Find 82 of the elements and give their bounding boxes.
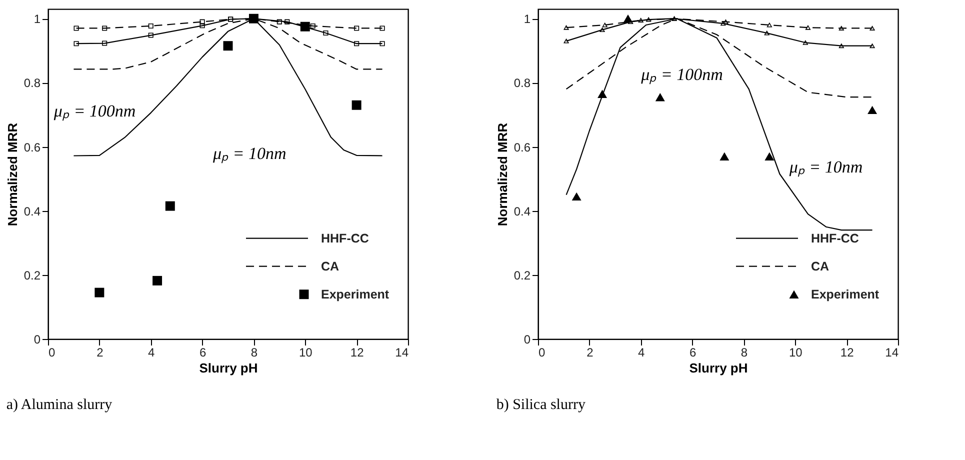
- x-tick-label: 0: [538, 346, 546, 360]
- point: [870, 44, 875, 48]
- point: [623, 14, 633, 23]
- point: [646, 17, 652, 22]
- x-tick-label: 2: [96, 346, 104, 360]
- point: [74, 26, 79, 31]
- point: [655, 93, 665, 102]
- x-tick-label: 2: [586, 346, 594, 360]
- x-tick-label: 14: [395, 346, 409, 360]
- point: [868, 106, 878, 114]
- y-tick-label: 0.2: [24, 268, 41, 282]
- y-tick-label: 0.8: [514, 76, 531, 90]
- x-tick-label: 8: [250, 346, 258, 360]
- legend-label: CA: [321, 259, 340, 274]
- point: [564, 25, 569, 30]
- y-tick-label: 1: [34, 12, 41, 26]
- point: [74, 41, 79, 46]
- point: [766, 22, 772, 28]
- text: b) Silica slurry: [496, 397, 586, 413]
- y-tick-label: 0.4: [514, 204, 531, 218]
- point: [602, 22, 608, 28]
- y-tick-label: 1: [524, 12, 531, 26]
- legend-label: Experiment: [811, 287, 880, 302]
- point: [354, 41, 360, 46]
- point: [248, 14, 258, 24]
- point: [102, 26, 108, 31]
- point: [572, 192, 582, 201]
- legend-label: CA: [811, 259, 830, 274]
- point: [870, 26, 875, 30]
- point: [200, 19, 205, 24]
- point: [380, 41, 385, 46]
- point: [598, 90, 608, 98]
- y-tick-label: 0: [524, 332, 531, 346]
- x-tick-label: 6: [199, 346, 206, 360]
- legend-label: HHF-CC: [321, 231, 369, 246]
- y-axis-title: Normalized MRR: [4, 122, 20, 226]
- point: [310, 23, 316, 29]
- x-tick-label: 4: [638, 346, 646, 360]
- point: [600, 28, 605, 32]
- point: [323, 30, 328, 36]
- y-tick-label: 0.6: [24, 140, 41, 154]
- x-tick-label: 6: [689, 346, 696, 360]
- point: [802, 40, 808, 45]
- x-tick-label: 0: [48, 346, 56, 360]
- point: [102, 40, 108, 46]
- point: [284, 19, 290, 24]
- point: [148, 32, 154, 38]
- point: [838, 26, 844, 30]
- point: [276, 19, 282, 24]
- y-tick-label: 0.2: [514, 268, 531, 282]
- y-axis-title: Normalized MRR: [494, 122, 510, 226]
- annotation: μₚ = 100nm: [640, 65, 723, 85]
- annotation: μₚ = 10nm: [788, 157, 863, 178]
- point: [805, 25, 811, 30]
- point: [764, 152, 774, 160]
- point: [200, 23, 205, 28]
- x-tick-label: 8: [740, 346, 748, 360]
- y-tick-label: 0.6: [514, 140, 531, 154]
- x-tick-label: 10: [298, 346, 313, 360]
- x-tick-label: 12: [840, 346, 854, 360]
- x-tick-label: 4: [148, 346, 156, 360]
- point: [638, 18, 644, 22]
- point: [564, 38, 569, 44]
- x-axis-title: Slurry pH: [199, 360, 258, 376]
- y-tick-label: 0: [34, 332, 41, 346]
- x-axis-title: Slurry pH: [689, 360, 748, 376]
- point: [838, 44, 844, 48]
- point: [764, 30, 770, 36]
- y-tick-label: 0.8: [24, 76, 41, 90]
- point: [720, 21, 726, 26]
- legend-label: HHF-CC: [811, 231, 859, 246]
- x-tick-label: 10: [788, 346, 803, 360]
- x-tick-label: 12: [350, 346, 364, 360]
- annotation: μₚ = 100nm: [52, 101, 136, 122]
- point: [148, 23, 154, 29]
- point: [354, 26, 360, 31]
- y-tick-label: 0.4: [24, 204, 41, 218]
- x-tick-label: 14: [885, 346, 899, 360]
- text: a) Alumina slurry: [6, 397, 113, 413]
- point: [720, 152, 730, 160]
- annotation: μₚ = 10nm: [212, 144, 286, 164]
- point: [380, 26, 385, 31]
